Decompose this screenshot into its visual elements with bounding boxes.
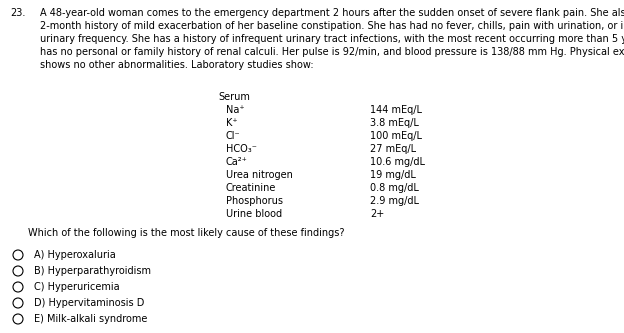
Text: D) Hypervitaminosis D: D) Hypervitaminosis D <box>34 298 144 308</box>
Text: K⁺: K⁺ <box>226 118 238 128</box>
Text: A) Hyperoxaluria: A) Hyperoxaluria <box>34 250 115 260</box>
Text: 2-month history of mild exacerbation of her baseline constipation. She has had n: 2-month history of mild exacerbation of … <box>40 21 624 31</box>
Text: B) Hyperparathyroidism: B) Hyperparathyroidism <box>34 266 151 276</box>
Text: HCO₃⁻: HCO₃⁻ <box>226 144 257 154</box>
Text: has no personal or family history of renal calculi. Her pulse is 92/min, and blo: has no personal or family history of ren… <box>40 47 624 57</box>
Text: Urea nitrogen: Urea nitrogen <box>226 170 293 180</box>
Text: C) Hyperuricemia: C) Hyperuricemia <box>34 282 120 292</box>
Text: 2.9 mg/dL: 2.9 mg/dL <box>370 196 419 206</box>
Text: Serum: Serum <box>218 92 250 102</box>
Text: E) Milk-alkali syndrome: E) Milk-alkali syndrome <box>34 314 147 324</box>
Text: Na⁺: Na⁺ <box>226 105 245 115</box>
Text: A 48-year-old woman comes to the emergency department 2 hours after the sudden o: A 48-year-old woman comes to the emergen… <box>40 8 624 18</box>
Text: urinary frequency. She has a history of infrequent urinary tract infections, wit: urinary frequency. She has a history of … <box>40 34 624 44</box>
Text: 23.: 23. <box>10 8 26 18</box>
Text: shows no other abnormalities. Laboratory studies show:: shows no other abnormalities. Laboratory… <box>40 60 314 70</box>
Text: Which of the following is the most likely cause of these findings?: Which of the following is the most likel… <box>28 228 344 238</box>
Text: 144 mEq/L: 144 mEq/L <box>370 105 422 115</box>
Text: 2+: 2+ <box>370 209 384 219</box>
Text: 10.6 mg/dL: 10.6 mg/dL <box>370 157 425 167</box>
Text: 27 mEq/L: 27 mEq/L <box>370 144 416 154</box>
Text: 100 mEq/L: 100 mEq/L <box>370 131 422 141</box>
Text: Urine blood: Urine blood <box>226 209 282 219</box>
Text: 3.8 mEq/L: 3.8 mEq/L <box>370 118 419 128</box>
Text: Creatinine: Creatinine <box>226 183 276 193</box>
Text: 19 mg/dL: 19 mg/dL <box>370 170 416 180</box>
Text: Phosphorus: Phosphorus <box>226 196 283 206</box>
Text: Cl⁻: Cl⁻ <box>226 131 241 141</box>
Text: 0.8 mg/dL: 0.8 mg/dL <box>370 183 419 193</box>
Text: Ca²⁺: Ca²⁺ <box>226 157 248 167</box>
